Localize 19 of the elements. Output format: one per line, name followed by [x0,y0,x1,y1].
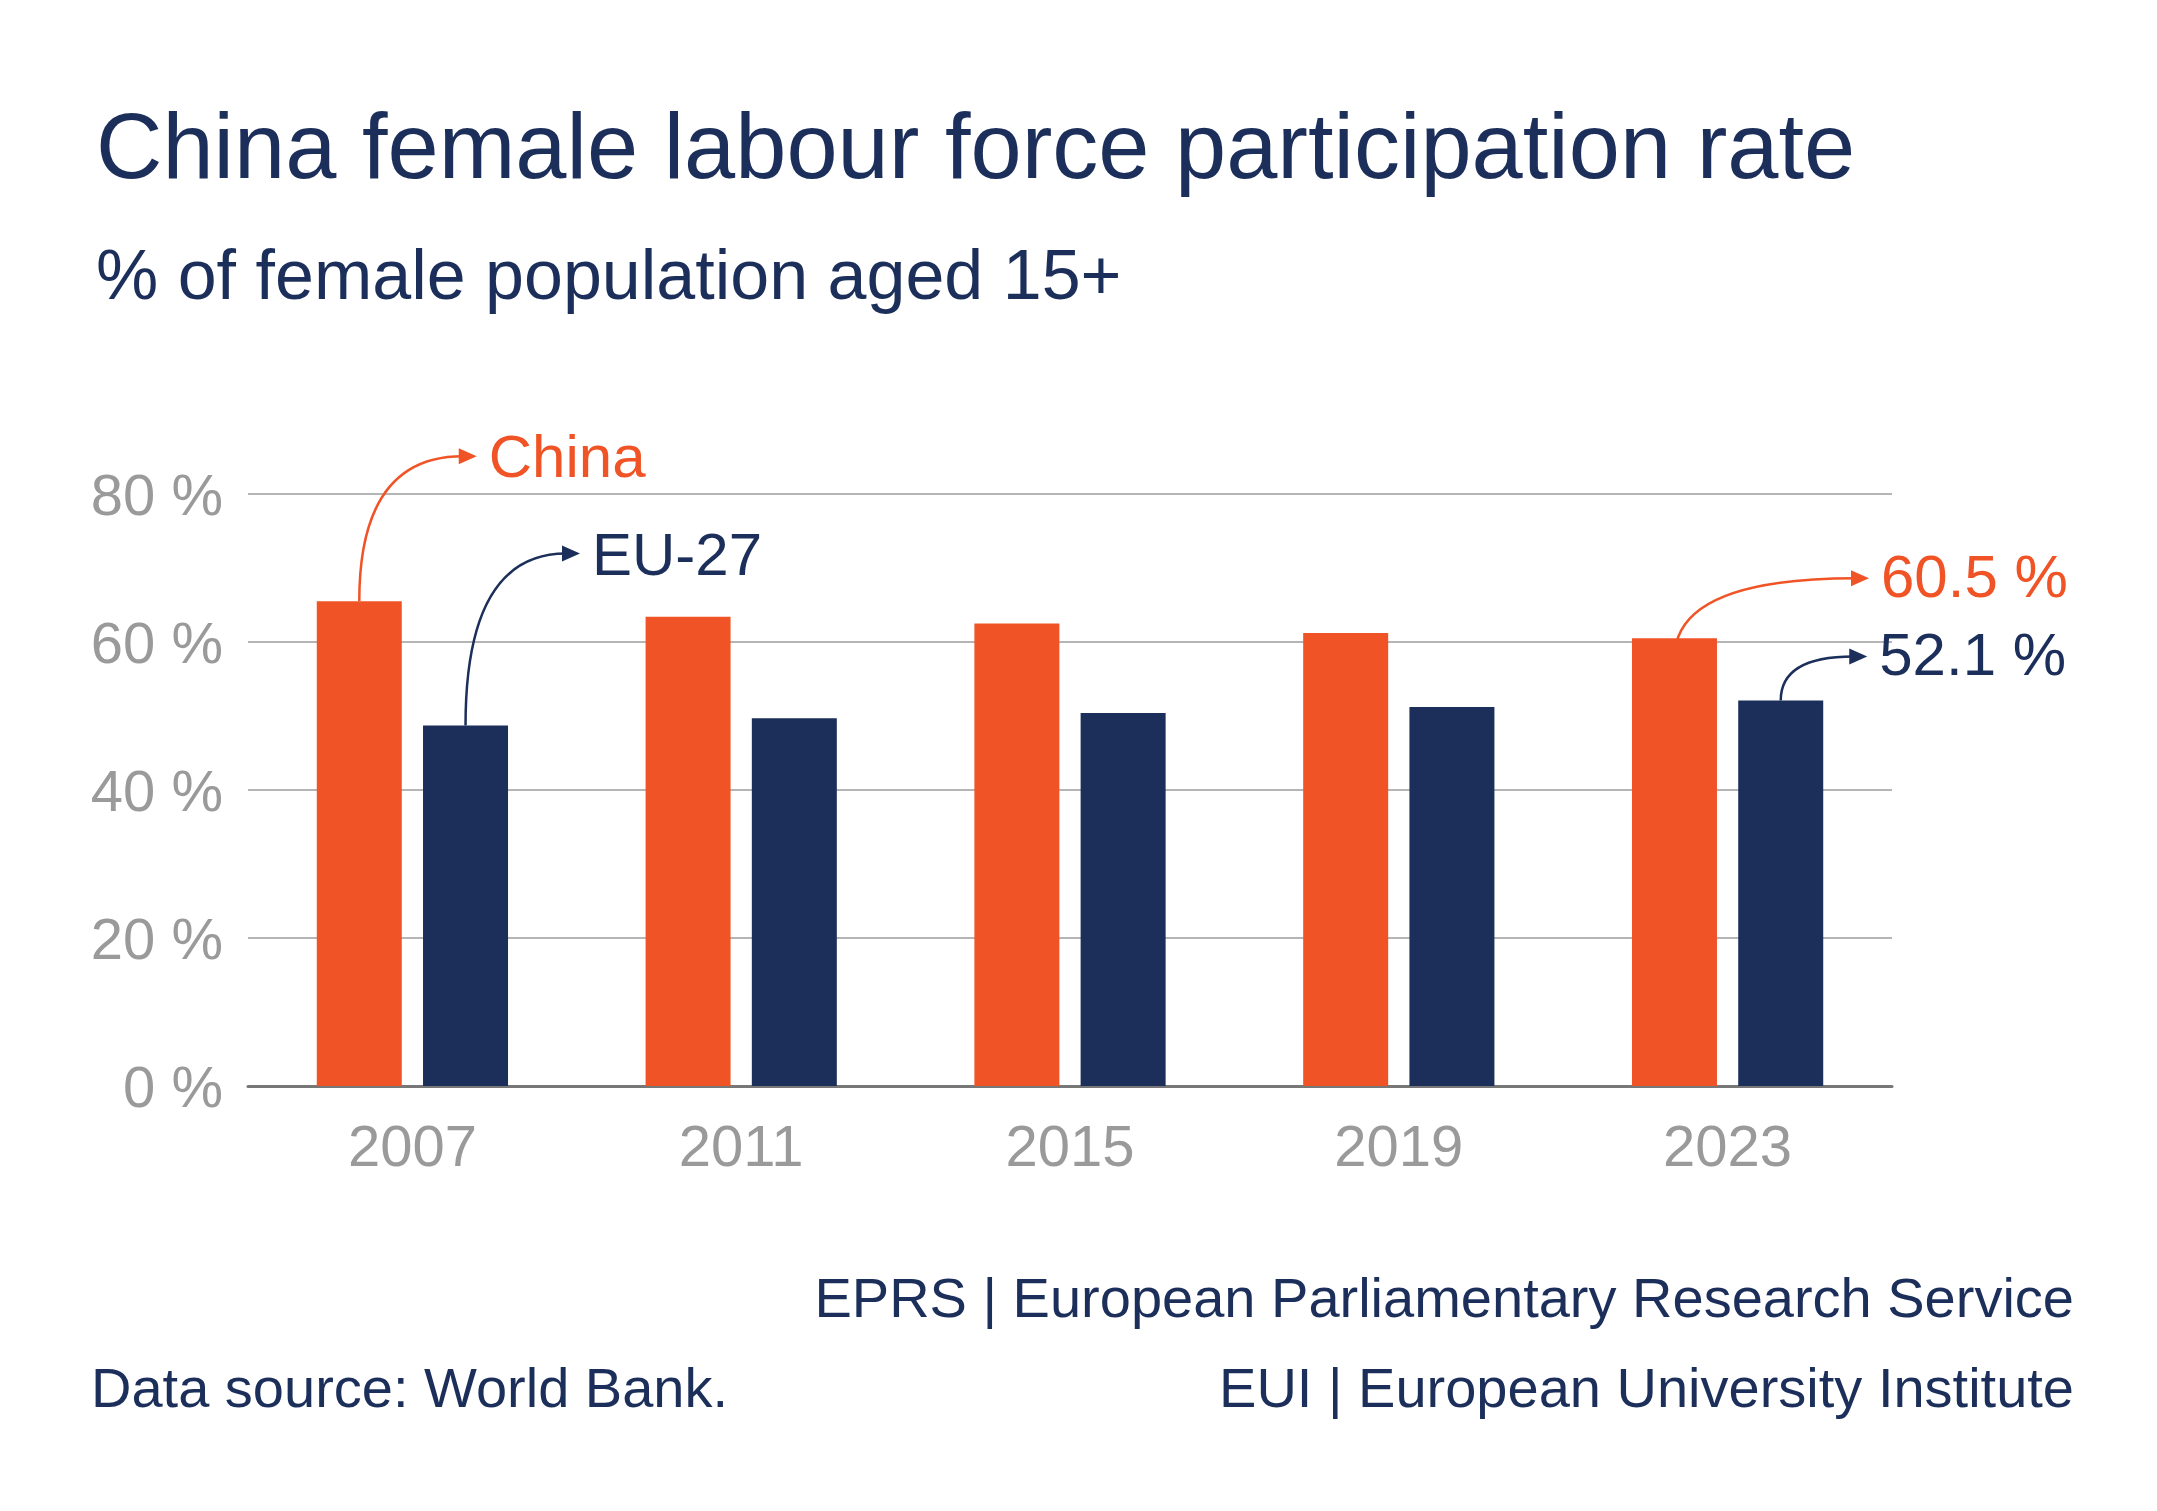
data-label: 60.5 % [1880,542,2068,610]
source-note: Data source: World Bank. [91,1355,729,1420]
y-tick-label: 40 % [90,757,223,823]
chart-subtitle: % of female population aged 15+ [96,236,1122,314]
x-tick-label: 2015 [1005,1112,1135,1178]
x-tick-label: 2023 [1663,1112,1793,1178]
text: EUI | European University Institute [1219,1355,2074,1420]
y-tick-label: 0 % [123,1053,223,1119]
legend-label: EU-27 [592,519,763,589]
y-tick-label: 80 % [90,461,223,527]
x-tick-label: 2011 [678,1112,804,1178]
chart-title: China female labour force participation rate [96,95,1856,197]
y-tick-label: 60 % [90,609,223,675]
data-label: 52.1 % [1879,620,2067,688]
legend-label: China [488,421,646,491]
text: EPRS | European Parliamentary Research Service [814,1265,2074,1330]
x-tick-label: 2019 [1334,1112,1464,1178]
y-tick-label: 20 % [90,905,223,971]
x-tick-label: 2007 [347,1112,477,1178]
